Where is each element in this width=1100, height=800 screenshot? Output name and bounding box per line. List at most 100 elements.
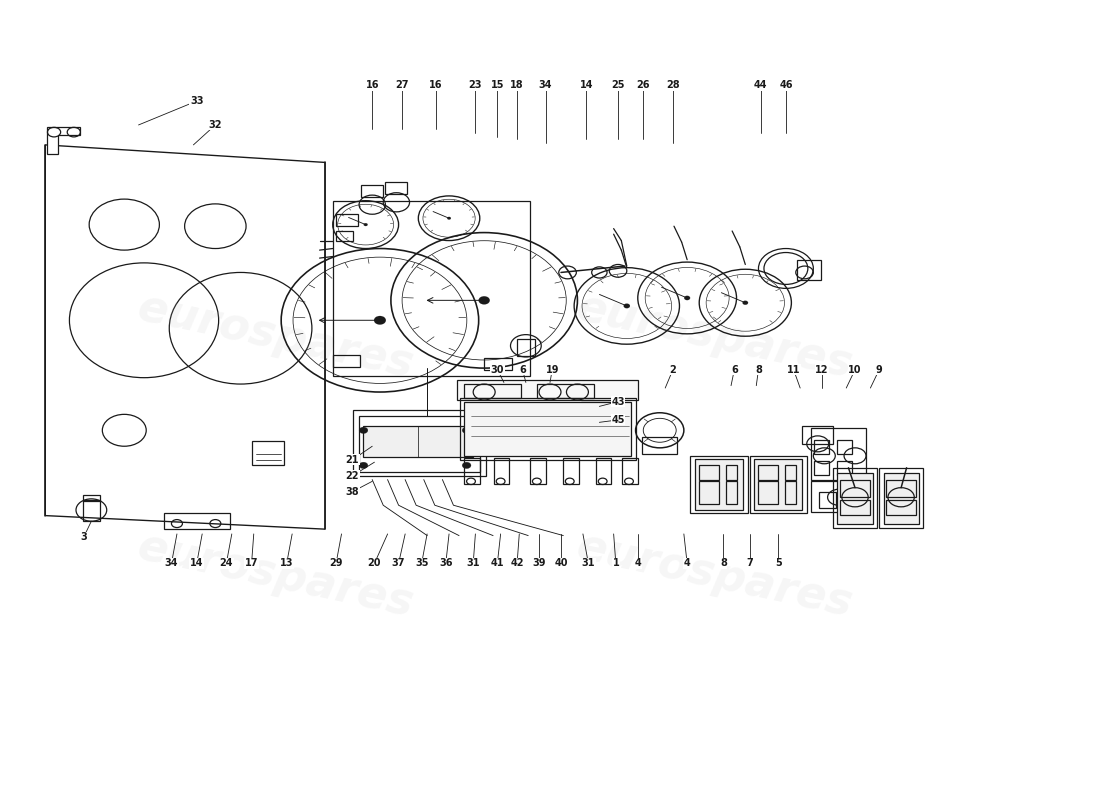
Bar	[691, 456, 748, 514]
Bar	[839, 480, 870, 498]
Text: 46: 46	[779, 80, 793, 90]
Polygon shape	[45, 145, 326, 529]
Text: 16: 16	[429, 80, 442, 90]
Text: eurospares: eurospares	[572, 286, 857, 386]
Text: 23: 23	[469, 80, 482, 90]
Bar	[252, 442, 285, 466]
Bar	[623, 458, 638, 484]
Text: 33: 33	[190, 96, 204, 106]
Text: 1: 1	[613, 558, 619, 569]
Text: 34: 34	[539, 80, 552, 90]
Bar	[596, 458, 612, 484]
Bar	[332, 354, 360, 366]
Bar	[755, 459, 802, 510]
Text: 15: 15	[491, 80, 504, 90]
Bar	[581, 402, 623, 436]
Bar	[837, 473, 872, 524]
Bar	[818, 493, 836, 509]
Text: 11: 11	[786, 365, 801, 374]
Bar	[464, 384, 521, 398]
Circle shape	[448, 217, 451, 219]
Circle shape	[742, 301, 748, 305]
Bar	[537, 384, 594, 398]
Text: 38: 38	[345, 486, 360, 497]
Text: 2: 2	[670, 365, 676, 374]
Bar	[359, 416, 480, 472]
Text: 14: 14	[190, 558, 204, 569]
Text: 30: 30	[491, 365, 504, 374]
Text: 19: 19	[546, 365, 559, 374]
Text: 4: 4	[684, 558, 691, 569]
Text: 22: 22	[345, 470, 360, 481]
Bar	[460, 398, 636, 460]
Bar	[784, 466, 795, 480]
Bar	[886, 480, 916, 498]
Bar	[886, 501, 916, 515]
Bar	[726, 466, 737, 480]
Text: 21: 21	[345, 454, 360, 465]
Text: 8: 8	[719, 558, 727, 569]
Text: 27: 27	[395, 80, 408, 90]
Bar	[82, 501, 100, 521]
Bar	[695, 459, 744, 510]
Circle shape	[364, 223, 367, 226]
Text: 20: 20	[367, 558, 382, 569]
Bar	[750, 456, 806, 514]
Bar	[530, 458, 546, 484]
Bar	[759, 482, 778, 504]
Circle shape	[462, 462, 471, 469]
Text: eurospares: eurospares	[133, 286, 418, 386]
Bar	[784, 482, 795, 504]
Bar	[332, 201, 530, 376]
Text: 3: 3	[80, 532, 87, 542]
Bar	[802, 426, 833, 444]
Bar	[837, 461, 851, 475]
Polygon shape	[47, 127, 80, 154]
Text: 14: 14	[580, 80, 593, 90]
Text: eurospares: eurospares	[133, 525, 418, 626]
Text: 29: 29	[329, 558, 343, 569]
Bar	[759, 466, 778, 480]
Text: 42: 42	[510, 558, 524, 569]
Text: 25: 25	[612, 80, 625, 90]
Text: 45: 45	[612, 415, 625, 425]
Bar	[700, 482, 719, 504]
Circle shape	[359, 427, 367, 434]
Bar	[385, 182, 407, 194]
Circle shape	[684, 296, 690, 300]
Text: 32: 32	[209, 120, 222, 130]
Bar	[833, 468, 877, 527]
Text: 41: 41	[491, 558, 504, 569]
Text: 44: 44	[754, 80, 768, 90]
Text: 7: 7	[746, 558, 754, 569]
Circle shape	[624, 304, 630, 308]
Bar	[839, 501, 870, 515]
Text: eurospares: eurospares	[572, 525, 857, 626]
Text: 6: 6	[732, 365, 738, 374]
Bar	[700, 466, 719, 480]
Bar	[883, 473, 918, 524]
Text: 40: 40	[554, 558, 568, 569]
Bar	[363, 426, 473, 458]
Bar	[517, 338, 535, 356]
Text: 28: 28	[667, 80, 680, 90]
Bar	[464, 458, 480, 484]
Text: 43: 43	[612, 397, 625, 406]
Bar	[164, 514, 230, 529]
Bar	[814, 440, 828, 454]
Text: 18: 18	[510, 80, 524, 90]
Bar	[642, 437, 678, 454]
Text: 31: 31	[582, 558, 595, 569]
Text: 5: 5	[774, 558, 782, 569]
Circle shape	[374, 316, 386, 325]
Bar	[352, 410, 486, 476]
Bar	[796, 261, 821, 281]
Text: 12: 12	[815, 365, 829, 374]
Bar	[879, 468, 923, 527]
Text: 35: 35	[415, 558, 428, 569]
Text: 16: 16	[365, 80, 380, 90]
Text: 17: 17	[245, 558, 258, 569]
Bar	[336, 231, 352, 241]
Bar	[361, 185, 383, 197]
Text: 13: 13	[279, 558, 294, 569]
